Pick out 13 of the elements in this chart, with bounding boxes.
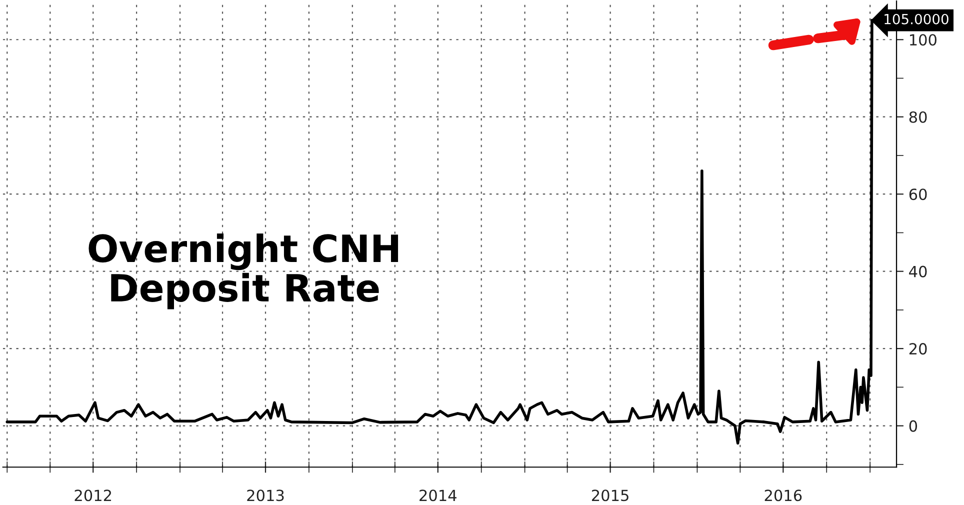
y-tick-label: 60 xyxy=(909,188,927,200)
y-tick-label: 40 xyxy=(909,266,927,278)
y-tick-label: 20 xyxy=(909,343,927,355)
x-tick-label: 2015 xyxy=(592,490,628,502)
x-tick-label: 2012 xyxy=(74,490,112,502)
y-tick-label: 0 xyxy=(909,420,918,432)
x-tick-label: 2014 xyxy=(420,490,456,502)
y-tick-label: 100 xyxy=(910,34,936,46)
text: Overnight CNH Deposit Rate xyxy=(88,233,398,310)
y-tick-label: 80 xyxy=(909,111,927,123)
annotation: 105.0000 xyxy=(884,14,948,24)
x-tick-label: 2013 xyxy=(247,490,284,502)
x-tick-label: 2016 xyxy=(764,490,802,502)
